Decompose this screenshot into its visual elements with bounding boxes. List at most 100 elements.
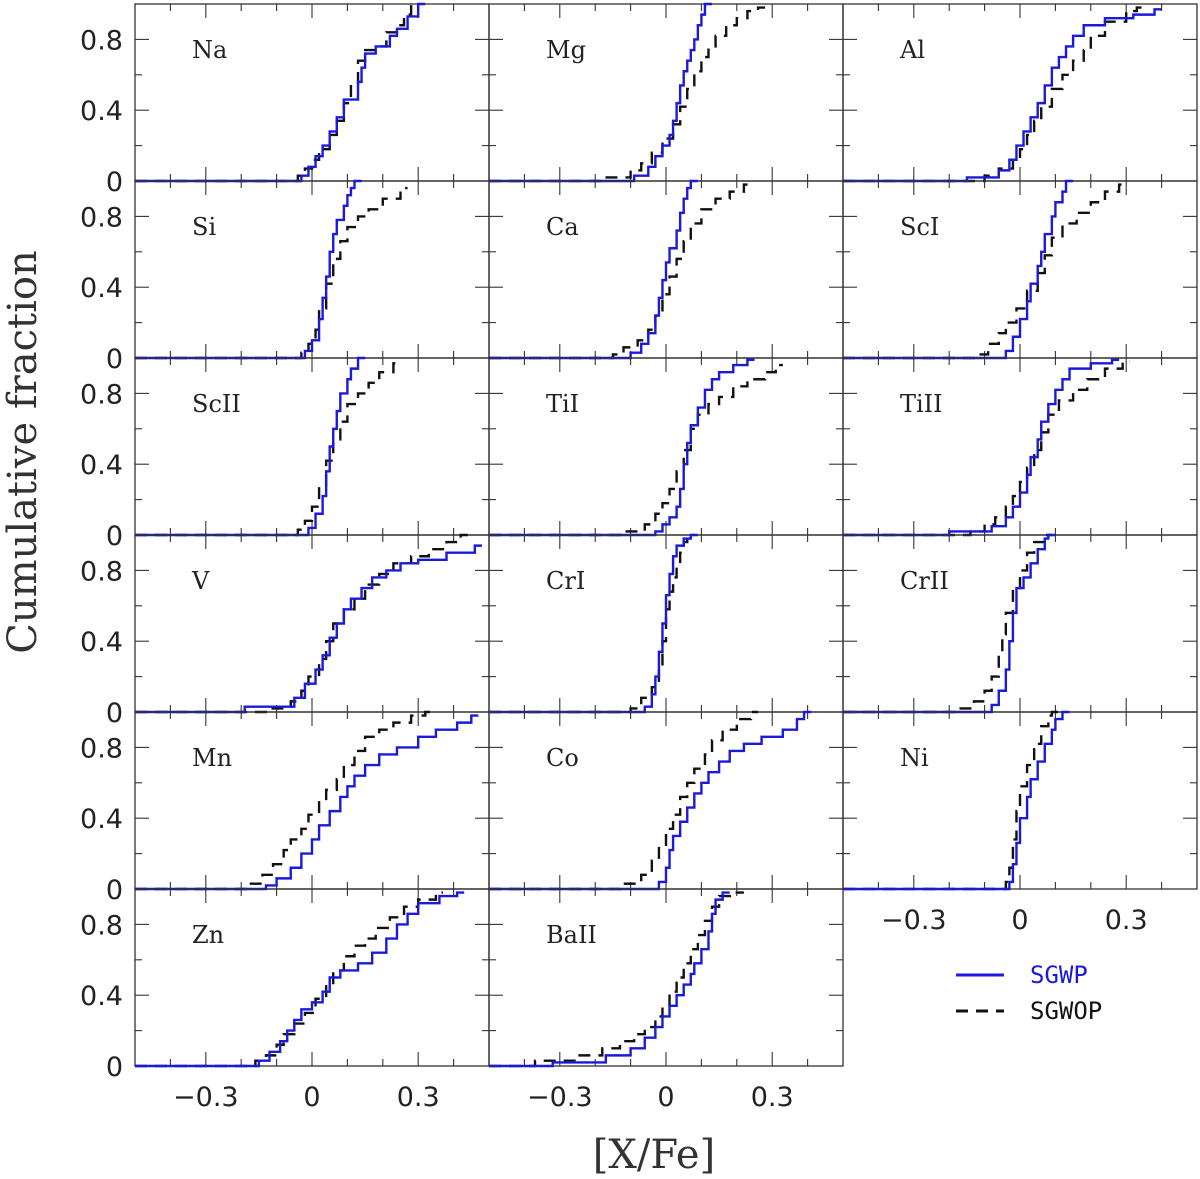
series-sgwp-baii <box>489 891 730 1068</box>
panel-crii: CrII <box>842 533 1198 714</box>
series-sgwp-al <box>843 8 1162 183</box>
series-sgwop-ca <box>489 183 751 360</box>
series-sgwp-na <box>135 2 426 183</box>
series-sgwop-scii <box>135 362 401 537</box>
series-sgwp-co <box>489 710 812 891</box>
series-sgwp-zn <box>135 891 465 1068</box>
panel-label-na: Na <box>192 36 227 64</box>
panel-label-crii: CrII <box>900 567 949 595</box>
panel-ni: Ni <box>842 710 1198 891</box>
series-sgwp-sci <box>843 179 1074 360</box>
panel-frame-mg <box>488 3 844 182</box>
panel-label-zn: Zn <box>192 921 224 949</box>
x-axis-title: [X/Fe] <box>593 1132 715 1178</box>
panel-frame-tiii <box>842 357 1198 536</box>
panel-sci: ScI <box>842 179 1198 360</box>
panel-label-v: V <box>191 567 210 595</box>
panel-label-cri: CrI <box>546 567 585 595</box>
series-sgwop-mg <box>489 6 766 183</box>
x-tick-label: 0.3 <box>751 1082 794 1113</box>
series-sgwop-v <box>135 533 468 714</box>
series-sgwp-si <box>135 179 362 360</box>
panel-scii: ScII <box>134 356 490 537</box>
panel-frame-mn <box>134 711 490 890</box>
panel-baii: BaII <box>488 888 844 1068</box>
y-tick-label: 0.4 <box>80 450 123 481</box>
y-tick-label: 0.4 <box>80 804 123 835</box>
series-sgwp-scii <box>135 356 366 537</box>
series-sgwop-ni <box>843 710 1059 891</box>
series-sgwp-cri <box>489 533 698 714</box>
y-tick-label: 0.4 <box>80 273 123 304</box>
series-sgwop-zn <box>135 891 443 1068</box>
series-sgwp-ca <box>489 179 698 360</box>
panel-mn: Mn <box>134 710 490 891</box>
panel-label-mn: Mn <box>192 744 232 772</box>
panel-label-scii: ScII <box>192 390 241 418</box>
series-sgwop-tiii <box>843 360 1130 537</box>
panel-label-baii: BaII <box>546 921 597 949</box>
y-tick-label: 0.8 <box>80 733 123 764</box>
series-sgwp-mg <box>489 2 713 183</box>
panel-co: Co <box>488 710 844 891</box>
axis-labels-layer: 0 0.4 0.8 0 0.4 0.8 0 0.4 0.8 0 0.4 0.8 0 0.4 0.8 −0.3 0… <box>80 25 1148 1113</box>
y-tick-label: 0 <box>106 167 123 198</box>
panel-tii: TiI <box>488 357 844 537</box>
y-tick-label: 0 <box>106 875 123 906</box>
legend-label-sgwp: SGWP <box>1030 961 1088 989</box>
x-tick-label: −0.3 <box>881 905 947 936</box>
y-axis-title: Cumulative fraction <box>0 250 46 653</box>
panel-frame-baii <box>488 888 844 1067</box>
series-sgwp-ni <box>843 710 1070 891</box>
panel-frame-si <box>134 180 490 359</box>
series-sgwop-co <box>489 710 759 891</box>
series-sgwp-tiii <box>843 358 1120 537</box>
legend-label-sgwop: SGWOP <box>1030 997 1102 1025</box>
panel-al: Al <box>842 3 1198 183</box>
panel-tiii: TiII <box>842 357 1198 537</box>
panel-si: Si <box>134 179 490 360</box>
panel-label-mg: Mg <box>546 36 586 64</box>
panel-label-ca: Ca <box>546 213 579 241</box>
panel-mg: Mg <box>488 2 844 183</box>
y-tick-label: 0 <box>106 1052 123 1083</box>
y-tick-label: 0.8 <box>80 202 123 233</box>
series-sgwop-tii <box>489 363 783 537</box>
panel-label-co: Co <box>546 744 579 772</box>
panel-label-al: Al <box>899 36 925 64</box>
series-sgwop-na <box>135 2 419 183</box>
panel-label-sci: ScI <box>900 213 939 241</box>
y-tick-label: 0.4 <box>80 981 123 1012</box>
panel-ca: Ca <box>488 179 844 360</box>
series-sgwop-si <box>135 186 408 360</box>
series-sgwp-tii <box>489 358 755 537</box>
panel-zn: Zn <box>134 888 490 1068</box>
y-tick-label: 0.8 <box>80 379 123 410</box>
panel-label-tiii: TiII <box>900 390 943 418</box>
panel-label-ni: Ni <box>900 744 929 772</box>
panel-frame-na <box>134 3 490 182</box>
panel-label-si: Si <box>192 213 216 241</box>
panels-layer: Na Mg Al Si Ca ScI ScII TiI TiII V CrI CrII Mn Co Ni Zn… <box>134 2 1198 1068</box>
series-sgwop-cri <box>489 533 695 714</box>
series-sgwop-sci <box>843 183 1127 360</box>
x-tick-label: −0.3 <box>527 1082 593 1113</box>
panel-na: Na <box>134 2 490 183</box>
y-tick-label: 0 <box>106 521 123 552</box>
x-tick-label: −0.3 <box>173 1082 239 1113</box>
series-sgwop-baii <box>489 891 744 1068</box>
x-tick-label: 0 <box>657 1082 674 1113</box>
series-sgwop-mn <box>135 710 433 891</box>
y-tick-label: 0.8 <box>80 556 123 587</box>
series-sgwp-mn <box>135 714 479 891</box>
x-tick-label: 0 <box>303 1082 320 1113</box>
y-tick-label: 0.8 <box>80 910 123 941</box>
y-tick-label: 0.4 <box>80 627 123 658</box>
series-sgwp-v <box>135 544 482 714</box>
x-tick-label: 0 <box>1011 905 1028 936</box>
series-sgwop-crii <box>843 533 1052 714</box>
y-tick-label: 0 <box>106 698 123 729</box>
panel-frame-co <box>488 711 844 890</box>
x-tick-label: 0.3 <box>397 1082 440 1113</box>
y-tick-label: 0.8 <box>80 25 123 56</box>
